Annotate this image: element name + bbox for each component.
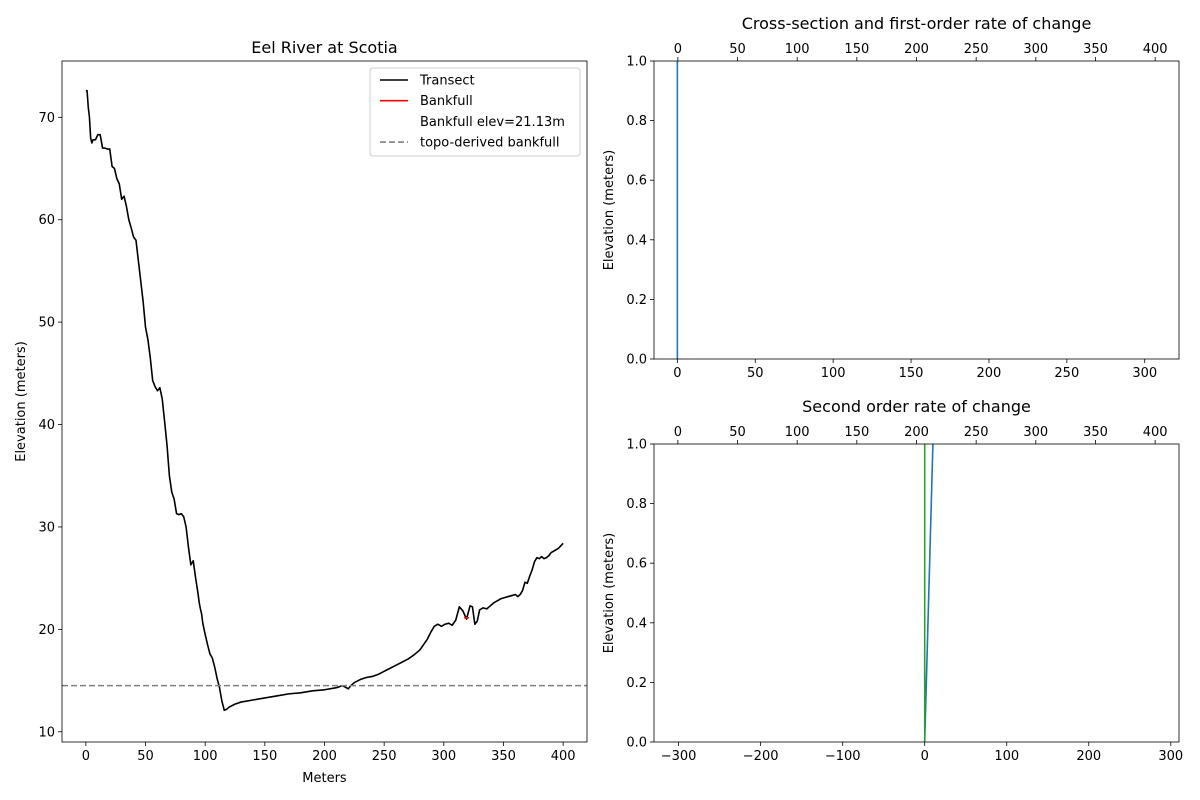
x-tick-label: 0: [921, 749, 929, 764]
legend-box: [369, 67, 581, 157]
top-x-tick-label: 150: [844, 425, 869, 440]
y-tick-label: 0.8: [626, 497, 647, 512]
x-tick-label: 50: [137, 749, 154, 764]
x-tick-label: 0: [82, 749, 90, 764]
y-tick-label: 70: [38, 111, 55, 126]
y-tick-label: 0.2: [626, 676, 647, 691]
x-tick-label: 300: [1158, 749, 1183, 764]
y-tick-label: 40: [38, 418, 55, 433]
x-tick-label: −100: [825, 749, 861, 764]
y-tick-label: 0.2: [626, 293, 647, 308]
legend-entry-topo-derived-bankfull: topo-derived bankfull: [420, 136, 560, 151]
x-tick-label: 50: [747, 366, 764, 381]
x-tick-label: 350: [491, 749, 516, 764]
top-x-tick-label: 400: [1143, 425, 1168, 440]
legend-entry-bankfull: Bankfull: [420, 94, 473, 109]
x-tick-label: 200: [312, 749, 337, 764]
x-tick-label: 100: [821, 366, 846, 381]
legend-entry-bankfull-elev-21-13m: Bankfull elev=21.13m: [420, 115, 565, 130]
axes-frame: [653, 443, 1180, 743]
legend: Transect Bankfull Bankfull elev=21.13m topo…: [369, 67, 581, 157]
y-tick-label: 60: [38, 213, 55, 228]
x-tick-label: 250: [372, 749, 397, 764]
top-x-tick-label: 150: [844, 42, 869, 57]
chart-first-order: 0 50 100 150 200 250 300 0 50 100 150 200 250 300 350 4…: [602, 14, 1180, 381]
y-tick-label: 0.8: [626, 114, 647, 129]
y-tick-label: 1.0: [626, 438, 647, 453]
y-tick-label: 0.0: [626, 353, 647, 368]
y-tick-label: 0.4: [626, 616, 647, 631]
top-x-tick-label: 100: [785, 425, 810, 440]
top-x-tick-label: 300: [1023, 425, 1048, 440]
chart-main: 0 50 100 150 200 250 300 350 400 10 20 30 40 50 60 70 Ee…: [14, 38, 588, 786]
data-layer: [923, 444, 934, 742]
y-tick-label: 1.0: [626, 55, 647, 70]
y-axis-label: Elevation (meters): [602, 533, 617, 654]
top-x-tick-label: 100: [785, 42, 810, 57]
chart-title: Eel River at Scotia: [251, 38, 397, 57]
chart-title: Cross-section and first-order rate of ch…: [742, 14, 1092, 33]
top-x-tick-label: 350: [1083, 425, 1108, 440]
y-tick-label: 30: [38, 520, 55, 535]
top-x-tick-label: 50: [729, 425, 746, 440]
x-tick-label: 300: [1132, 366, 1157, 381]
top-x-tick-label: 350: [1083, 42, 1108, 57]
top-x-tick-label: 50: [729, 42, 746, 57]
y-tick-label: 50: [38, 316, 55, 331]
top-x-tick-label: 200: [904, 42, 929, 57]
y-tick-label: 10: [38, 725, 55, 740]
x-tick-label: 150: [899, 366, 924, 381]
chart-second-order: −300 −200 −100 0 100 200 300 0 50 100 150 200 250 300…: [602, 397, 1183, 764]
x-tick-label: 250: [1054, 366, 1079, 381]
x-tick-label: −200: [743, 749, 779, 764]
y-tick-label: 20: [38, 623, 55, 638]
transect-series: [85, 89, 564, 712]
x-tick-label: 200: [977, 366, 1002, 381]
legend-entry-transect: Transect: [419, 74, 475, 89]
top-x-tick-label: 250: [964, 425, 989, 440]
x-tick-label: 100: [193, 749, 218, 764]
y-tick-label: 0.6: [626, 174, 647, 189]
axes-frame: [61, 60, 588, 743]
x-axis-label: Meters: [302, 771, 347, 786]
axes-frame: [653, 60, 1180, 360]
x-tick-label: 300: [431, 749, 456, 764]
y-tick-label: 0.0: [626, 736, 647, 751]
y-axis-label: Elevation (meters): [14, 341, 29, 462]
x-tick-label: 150: [252, 749, 277, 764]
top-x-tick-label: 0: [674, 425, 682, 440]
top-x-tick-label: 200: [904, 425, 929, 440]
chart-title: Second order rate of change: [802, 397, 1031, 416]
x-tick-label: −300: [661, 749, 697, 764]
x-tick-label: 400: [551, 749, 576, 764]
top-x-tick-label: 400: [1143, 42, 1168, 57]
top-x-tick-label: 300: [1023, 42, 1048, 57]
y-tick-label: 0.6: [626, 557, 647, 572]
y-axis-label: Elevation (meters): [602, 150, 617, 271]
y-tick-label: 0.4: [626, 233, 647, 248]
top-x-tick-label: 0: [674, 42, 682, 57]
line-0-series: [923, 444, 934, 742]
data-layer: [62, 89, 587, 712]
x-tick-label: 100: [994, 749, 1019, 764]
x-tick-label: 200: [1076, 749, 1101, 764]
x-tick-label: 0: [673, 366, 681, 381]
top-x-tick-label: 250: [964, 42, 989, 57]
